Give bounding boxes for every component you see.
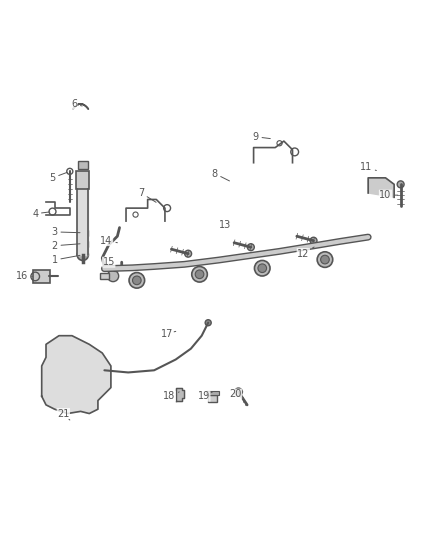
Circle shape — [321, 255, 329, 264]
Text: 17: 17 — [161, 328, 176, 338]
Text: 9: 9 — [253, 132, 270, 142]
Text: 20: 20 — [229, 389, 243, 399]
Circle shape — [205, 320, 211, 326]
Circle shape — [77, 249, 88, 261]
Circle shape — [310, 237, 317, 244]
Circle shape — [192, 266, 207, 282]
Polygon shape — [176, 387, 184, 401]
Text: 6: 6 — [71, 99, 82, 109]
Text: 13: 13 — [219, 221, 232, 230]
Text: 14: 14 — [100, 236, 117, 246]
Circle shape — [254, 261, 270, 276]
Bar — [78, 349, 88, 357]
Bar — [208, 394, 217, 402]
Bar — [206, 391, 219, 395]
Text: 11: 11 — [360, 162, 376, 172]
Circle shape — [235, 388, 242, 396]
Text: 19: 19 — [198, 391, 212, 401]
Text: 4: 4 — [32, 209, 50, 219]
Text: 3: 3 — [52, 227, 80, 237]
Bar — [100, 272, 109, 279]
Circle shape — [247, 244, 254, 251]
Text: 16: 16 — [16, 271, 32, 281]
Bar — [33, 270, 50, 282]
Circle shape — [258, 264, 267, 272]
Bar — [76, 172, 89, 189]
Circle shape — [397, 181, 404, 188]
Text: 7: 7 — [138, 188, 156, 203]
Text: 21: 21 — [57, 408, 70, 420]
Bar — [78, 240, 88, 247]
Polygon shape — [368, 178, 394, 197]
Circle shape — [101, 367, 107, 373]
Text: 5: 5 — [49, 172, 67, 183]
Circle shape — [317, 252, 333, 268]
Text: 18: 18 — [163, 391, 179, 401]
Text: 12: 12 — [297, 247, 314, 259]
Bar — [78, 230, 88, 236]
Circle shape — [129, 272, 145, 288]
Circle shape — [185, 250, 191, 257]
Text: 10: 10 — [379, 190, 398, 200]
Bar — [78, 161, 88, 169]
Text: 8: 8 — [212, 168, 230, 181]
Circle shape — [133, 276, 141, 285]
Circle shape — [65, 365, 75, 375]
Text: 1: 1 — [52, 255, 80, 265]
Circle shape — [195, 270, 204, 279]
Text: 15: 15 — [102, 257, 115, 267]
Circle shape — [107, 270, 119, 281]
Text: 2: 2 — [52, 241, 80, 251]
Polygon shape — [42, 336, 111, 414]
